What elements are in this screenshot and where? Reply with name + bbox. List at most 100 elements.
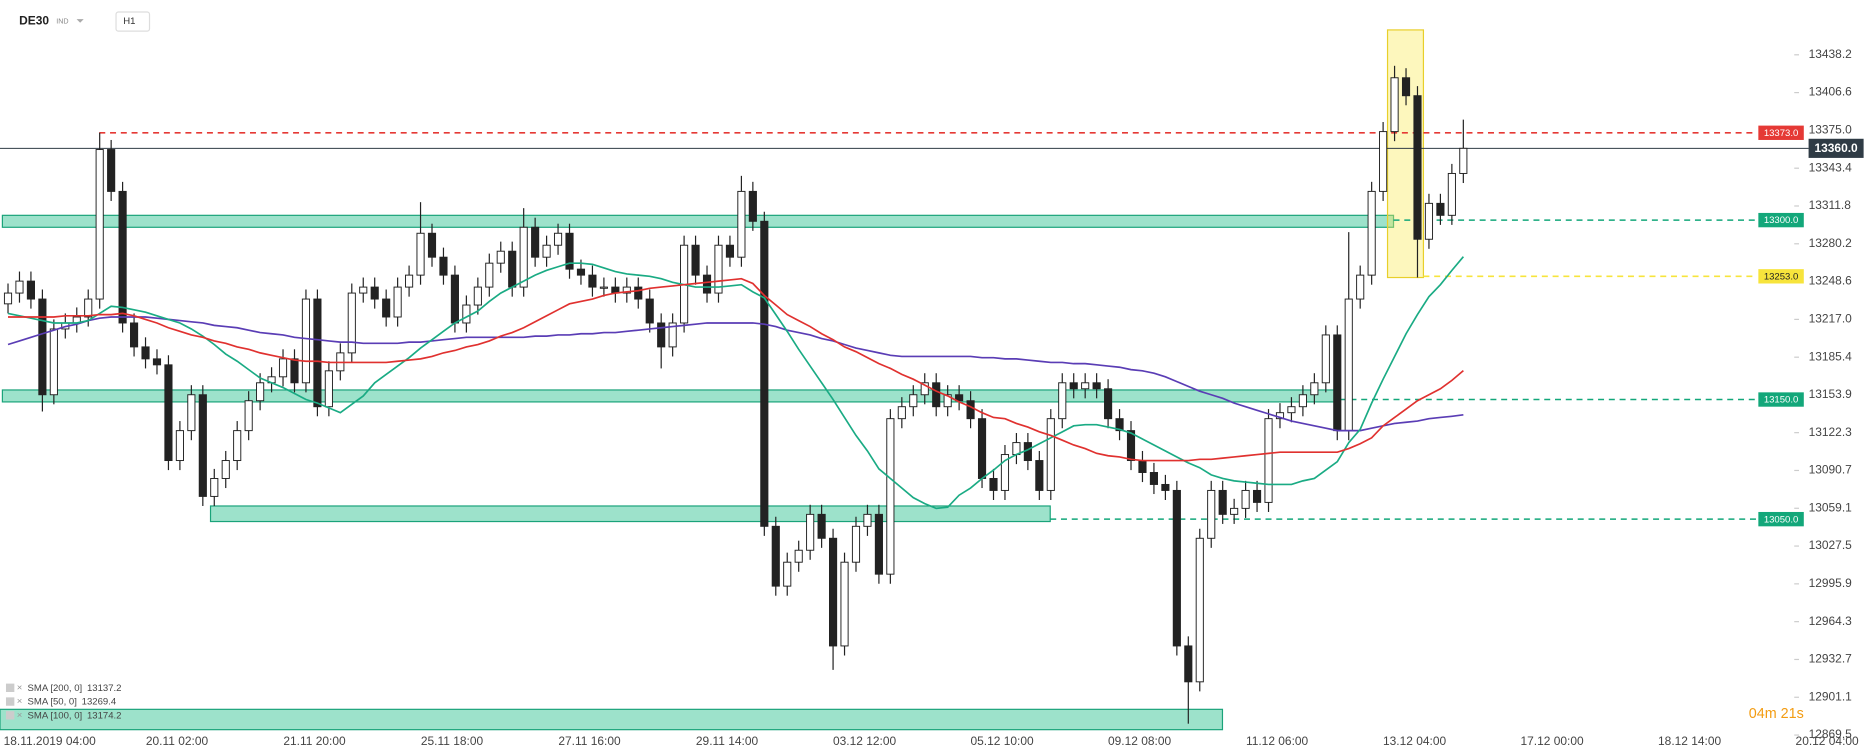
level-label: 13373.0	[1764, 128, 1799, 139]
level-label: 13050.0	[1764, 514, 1799, 525]
candle-body	[84, 298, 93, 318]
candle-body	[1046, 418, 1055, 491]
candle-body	[382, 298, 391, 318]
candle-body	[794, 549, 803, 563]
candle-body	[164, 364, 173, 462]
timeframe-box[interactable]	[115, 11, 151, 32]
candle-body	[1126, 430, 1136, 462]
candle-body	[462, 304, 471, 324]
x-tick-label: 21.11 20:00	[283, 734, 346, 748]
candle-body	[702, 274, 712, 294]
level-label-box	[1758, 511, 1804, 527]
candle-body	[1241, 489, 1250, 509]
candle-body	[210, 477, 219, 497]
candle-body	[1436, 202, 1445, 216]
timeframe[interactable]: H1	[123, 16, 135, 27]
candle-body	[1344, 298, 1353, 432]
y-tick-label: 12869.5	[1809, 727, 1853, 741]
candle-body	[1321, 334, 1330, 384]
candle-body	[1218, 489, 1227, 515]
candle-body	[863, 513, 872, 527]
candle-body	[496, 250, 505, 264]
y-tick-label: 13375.0	[1809, 123, 1853, 137]
x-tick-label: 05.12 10:00	[970, 734, 1033, 748]
x-tick-label: 03.12 12:00	[833, 734, 896, 748]
legend-value: 13269.4	[82, 696, 117, 707]
candle-body	[1000, 454, 1010, 491]
candle-body	[405, 274, 414, 288]
candle-body	[1058, 382, 1067, 420]
candle-body	[840, 561, 849, 647]
candle-body	[737, 190, 746, 258]
candle-body	[691, 244, 700, 276]
y-tick-label: 13311.8	[1809, 198, 1852, 212]
candle-body	[49, 328, 58, 396]
candle-body	[416, 232, 425, 276]
x-tick-label: 25.11 18:00	[421, 734, 484, 748]
x-tick-label: 27.11 16:00	[558, 734, 621, 748]
candle-body	[175, 430, 184, 462]
legend-name: SMA [50, 0]	[28, 696, 77, 707]
candle-body	[1310, 382, 1319, 396]
candle-body	[553, 232, 563, 246]
candle-body	[370, 286, 379, 300]
y-tick-label: 13090.7	[1809, 463, 1853, 477]
level-label-box	[1758, 125, 1804, 140]
candle-body	[989, 477, 998, 491]
legend-value: 13137.2	[87, 682, 122, 693]
candle-body	[622, 286, 631, 294]
candle-body	[634, 286, 643, 300]
candle-body	[943, 394, 952, 408]
legend-entry: SMA [100, 0] 13174.2	[28, 710, 122, 721]
candle-body	[313, 298, 322, 408]
dropdown-caret[interactable]	[76, 19, 84, 23]
candle-body	[1149, 472, 1158, 485]
legend-icon	[5, 683, 15, 692]
sma-line	[7, 316, 1464, 432]
candle-body	[920, 382, 929, 396]
candle-body	[645, 298, 654, 324]
candle-body	[1172, 489, 1181, 647]
candle-body	[1333, 334, 1342, 432]
y-tick-label: 12995.9	[1809, 576, 1853, 590]
candle-body	[588, 274, 597, 288]
candle-body	[955, 394, 964, 402]
candle-body	[1230, 507, 1239, 515]
candle-body	[256, 382, 265, 402]
candle-body	[748, 190, 757, 222]
candle-body	[1092, 382, 1101, 390]
y-tick-label: 13122.3	[1809, 425, 1853, 439]
candle-body	[107, 149, 116, 192]
candle-body	[1413, 95, 1422, 240]
candle-body	[1138, 460, 1147, 473]
candle-body	[1104, 388, 1113, 420]
candle-body	[187, 394, 196, 432]
y-tick-label: 13248.6	[1809, 274, 1853, 288]
y-tick-label: 13153.9	[1809, 387, 1853, 401]
candle-body	[1356, 274, 1365, 300]
candle-body	[141, 346, 150, 360]
candle-body	[152, 358, 162, 366]
candle-body	[783, 561, 792, 587]
candle-body	[897, 406, 906, 420]
level-label: 13150.0	[1764, 395, 1799, 406]
legend-name: SMA [200, 0]	[28, 682, 83, 693]
candle-body	[1379, 131, 1388, 192]
candle-body	[359, 286, 368, 294]
candle-body	[95, 149, 104, 300]
y-tick-label: 13406.6	[1809, 85, 1853, 99]
candle-body	[26, 280, 35, 300]
symbol[interactable]: DE30	[19, 14, 49, 28]
y-tick-label: 12901.1	[1809, 689, 1853, 703]
candle-body	[1424, 202, 1434, 240]
candle-body	[129, 322, 139, 348]
y-tick-label: 13343.4	[1809, 160, 1853, 174]
y-tick-label: 12932.7	[1809, 652, 1853, 666]
zone	[1, 214, 1395, 228]
candle-body	[966, 400, 975, 420]
candle-body	[1264, 418, 1273, 503]
legend-icon	[5, 711, 15, 720]
candle-body	[886, 418, 895, 575]
current-price-box	[1808, 138, 1864, 158]
